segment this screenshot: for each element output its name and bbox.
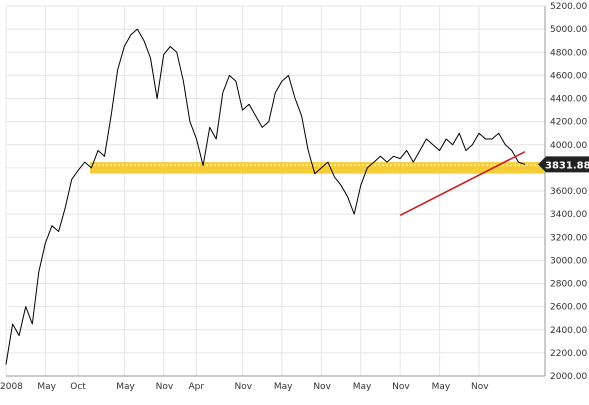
x-tick-label: May [274, 382, 293, 392]
x-tick-label: 2008 [0, 382, 23, 392]
x-tick-label: May [116, 382, 135, 392]
y-tick-label: 2200.00 [550, 349, 587, 359]
x-tick-label: Nov [156, 382, 174, 392]
current-value-label: 3831.88 [545, 160, 589, 171]
y-tick-label: 5200.00 [550, 2, 587, 12]
x-tick-label: Nov [392, 382, 410, 392]
y-tick-label: 5000.00 [550, 25, 587, 35]
x-tick-label: Nov [235, 382, 253, 392]
support-band [90, 162, 545, 174]
y-tick-label: 4200.00 [550, 118, 587, 128]
y-tick-label: 3200.00 [550, 233, 587, 243]
current-value-badge [538, 156, 589, 173]
axis-layer: 2000.00 2200.00 2400.00 2600.00 2800.00 3000.… [0, 2, 587, 392]
x-tick-label: Nov [313, 382, 331, 392]
x-tick-label: May [37, 382, 56, 392]
trendline-layer [399, 150, 526, 216]
y-tick-label: 4000.00 [550, 141, 587, 151]
grid-layer [5, 5, 545, 377]
y-tick-label: 2600.00 [550, 303, 587, 313]
x-tick-label: May [353, 382, 372, 392]
y-tick-label: 4400.00 [550, 95, 587, 105]
y-tick-label: 4800.00 [550, 48, 587, 58]
x-tick-label: Apr [189, 382, 205, 392]
support-band-layer [90, 162, 545, 174]
y-tick-label: 4600.00 [550, 71, 587, 81]
y-tick-label: 3600.00 [550, 187, 587, 197]
series-layer [5, 28, 526, 365]
x-tick-label: Nov [471, 382, 489, 392]
x-tick-label: May [432, 382, 451, 392]
trendline [399, 150, 526, 216]
x-tick-label: Oct [70, 382, 86, 392]
current-value-layer: 3831.88 [538, 156, 589, 173]
y-tick-label: 3400.00 [550, 210, 587, 220]
y-tick-label: 2000.00 [550, 372, 587, 382]
y-tick-label: 3000.00 [550, 256, 587, 266]
y-tick-label: 2800.00 [550, 280, 587, 290]
series-line [5, 28, 526, 365]
y-tick-label: 2400.00 [550, 326, 587, 336]
